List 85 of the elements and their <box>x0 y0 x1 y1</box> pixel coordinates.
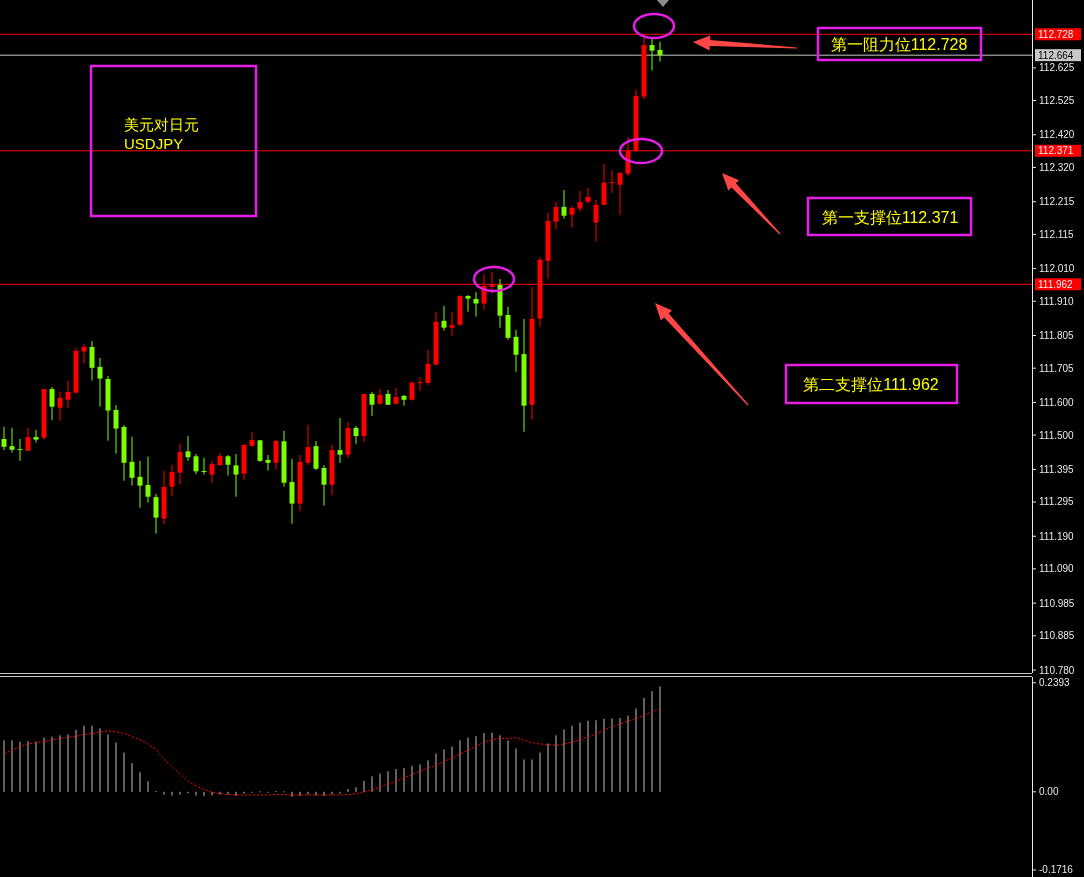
candlestick <box>513 329 519 373</box>
candlestick <box>593 199 599 243</box>
candlestick <box>17 438 23 462</box>
candlestick <box>9 427 15 454</box>
candlestick <box>369 391 375 417</box>
candlestick <box>49 386 55 421</box>
y-tick-label: -0.1716 <box>1039 864 1074 876</box>
candlestick <box>225 454 231 477</box>
y-tick-label: 112.525 <box>1039 95 1075 107</box>
candlestick <box>201 457 207 476</box>
annotation: 美元对日元 USDJPY <box>124 115 199 152</box>
y-tick-label: 112.215 <box>1039 196 1075 208</box>
candlestick <box>129 436 135 487</box>
annotation: 第一支撑位112.371 <box>821 208 959 226</box>
candlestick <box>569 205 575 228</box>
candlestick <box>609 169 615 194</box>
candlestick <box>273 439 279 471</box>
y-tick-label: 112.115 <box>1039 228 1075 240</box>
candlestick <box>209 460 215 484</box>
y-tick-label: 111.090 <box>1039 563 1075 575</box>
y-tick-label: 112.010 <box>1039 263 1075 275</box>
candlestick <box>577 190 583 212</box>
y-tick-label: 110.885 <box>1039 630 1075 642</box>
candlestick <box>393 387 399 406</box>
candlestick <box>321 464 327 507</box>
y-tick-label: 111.805 <box>1039 330 1075 342</box>
candlestick <box>1 426 7 451</box>
annotation: 第一阻力位112.728 <box>830 35 968 53</box>
candlestick <box>177 443 183 486</box>
y-tick-label: 112.625 <box>1039 62 1075 74</box>
candlestick <box>601 163 607 206</box>
candlestick <box>57 391 63 422</box>
candlestick <box>449 311 455 337</box>
candlestick <box>185 435 191 462</box>
candlestick <box>617 171 623 216</box>
candlestick <box>89 340 95 382</box>
candlestick <box>193 453 199 475</box>
y-tick-label: 0.00 <box>1039 786 1059 798</box>
y-tick-label: 111.395 <box>1039 463 1075 475</box>
candlestick <box>401 394 407 407</box>
candlestick <box>305 424 311 466</box>
candlestick <box>553 201 559 230</box>
candlestick <box>561 189 567 220</box>
candlestick <box>233 453 239 498</box>
candlestick <box>265 454 271 472</box>
candlestick <box>97 357 103 408</box>
ref-line-label: 112.664 <box>1038 49 1074 61</box>
candlestick <box>337 417 343 464</box>
ref-line-label: 112.371 <box>1038 145 1074 157</box>
y-tick-label: 111.600 <box>1039 396 1075 408</box>
candlestick <box>649 37 655 71</box>
candlestick <box>585 187 591 205</box>
candlestick <box>473 291 479 318</box>
y-tick-label: 111.705 <box>1039 362 1075 374</box>
candlestick <box>313 440 319 471</box>
y-tick-label: 111.910 <box>1039 295 1075 307</box>
y-tick-label: 110.985 <box>1039 597 1075 609</box>
candlestick <box>417 376 423 392</box>
candlestick <box>33 429 39 444</box>
candlestick <box>81 343 87 365</box>
candlestick <box>137 460 143 509</box>
candlestick <box>425 349 431 386</box>
candlestick <box>657 41 663 63</box>
candlestick <box>353 425 359 445</box>
candlestick <box>441 305 447 332</box>
ref-line-label: 112.728 <box>1038 28 1074 40</box>
candlestick <box>505 306 511 341</box>
candlestick <box>169 464 175 497</box>
y-tick-label: 110.780 <box>1039 664 1075 676</box>
candlestick <box>249 431 255 448</box>
y-tick-label: 112.320 <box>1039 161 1075 173</box>
candlestick <box>465 294 471 313</box>
y-tick-label: 111.190 <box>1039 530 1075 542</box>
y-tick-label: 112.420 <box>1039 129 1075 141</box>
y-tick-label: 111.295 <box>1039 496 1075 508</box>
line-series <box>3 707 661 796</box>
ref-line-label: 111.962 <box>1038 278 1074 290</box>
candlestick <box>65 380 71 409</box>
candlestick <box>145 456 151 504</box>
y-tick-label: 0.2393 <box>1039 677 1071 689</box>
candlestick <box>153 493 159 535</box>
annotation: 第二支撑位111.962 <box>803 375 939 393</box>
candlestick <box>289 458 295 525</box>
candlestick <box>113 404 119 455</box>
y-tick-label: 111.500 <box>1039 429 1075 441</box>
